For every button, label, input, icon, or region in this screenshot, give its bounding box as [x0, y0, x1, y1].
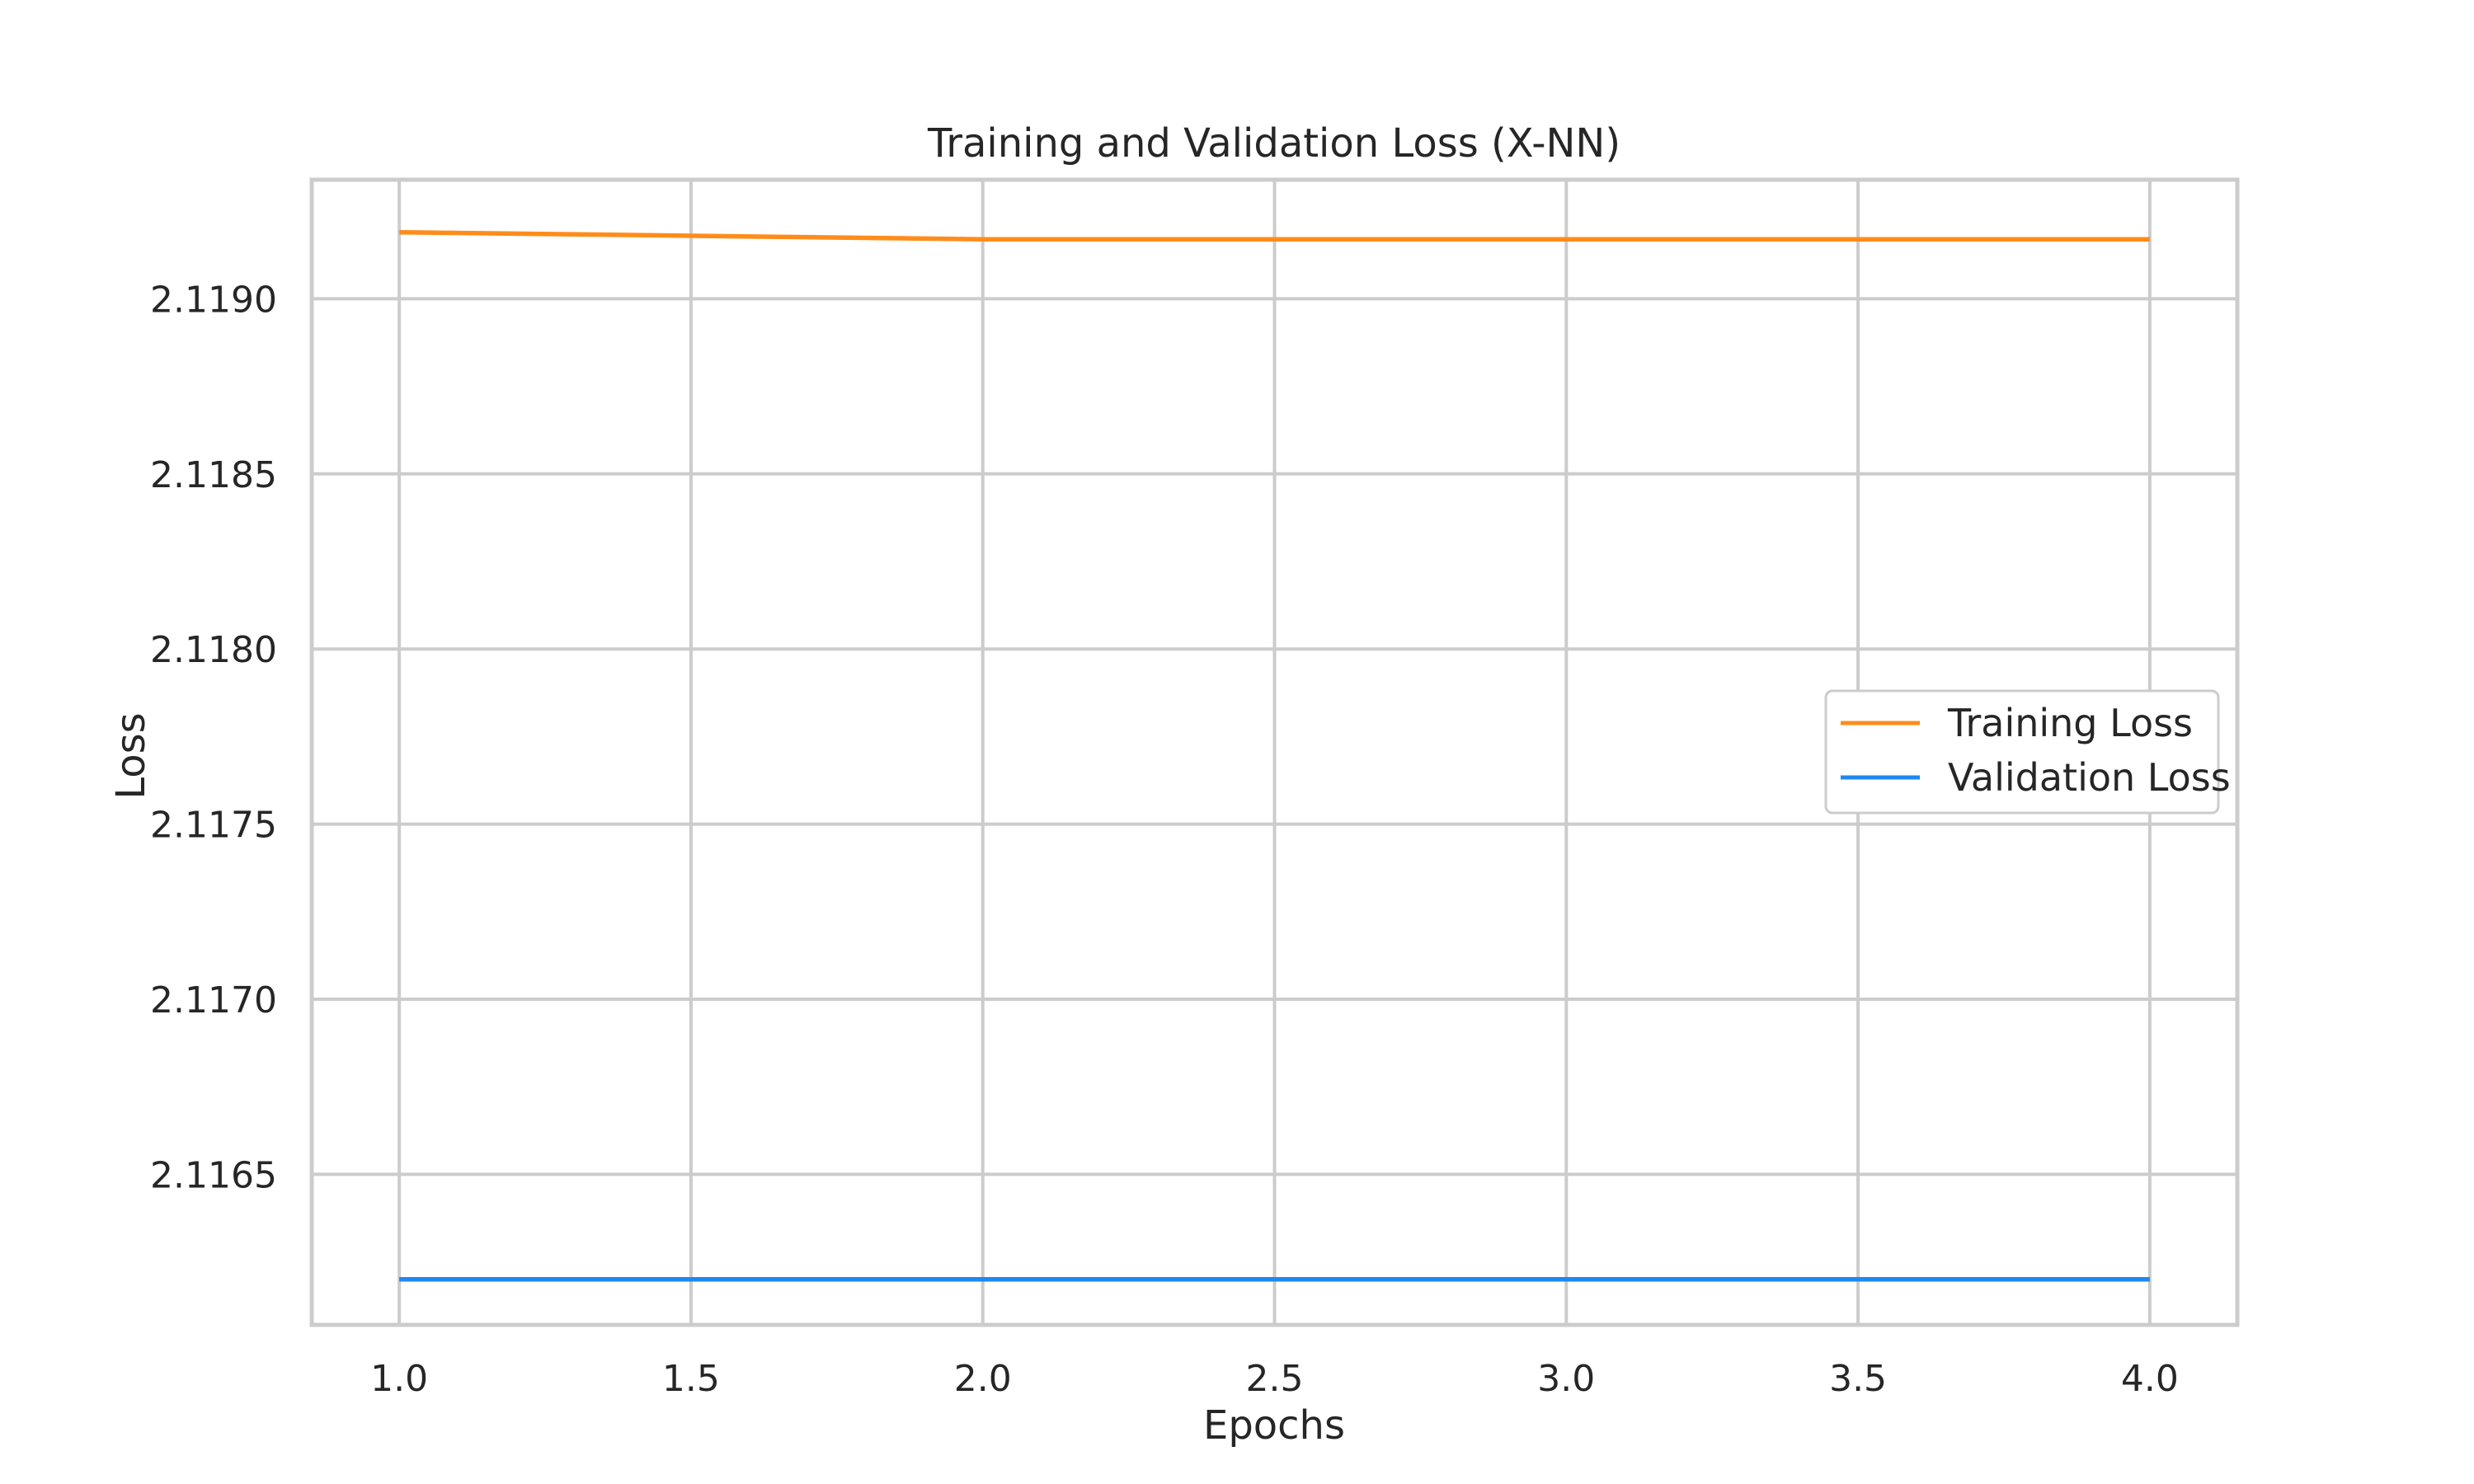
legend: Training Loss Validation Loss — [1824, 689, 2231, 815]
y-tick-label: 2.1165 — [150, 1154, 277, 1196]
x-tick-label: 2.5 — [1246, 1358, 1304, 1400]
y-tick-label: 2.1170 — [150, 979, 277, 1021]
x-tick-label: 3.0 — [1537, 1358, 1595, 1400]
x-tick-label: 3.5 — [1829, 1358, 1887, 1400]
y-tick-label: 2.1190 — [150, 279, 277, 321]
chart-title: Training and Validation Loss (X-NN) — [927, 120, 1620, 167]
plot-frame — [309, 177, 2240, 1327]
y-tick-label: 2.1185 — [150, 454, 277, 496]
legend-box — [1824, 689, 2220, 815]
x-axis-ticks: 1.0 1.5 2.0 2.5 3.0 3.5 4.0 — [370, 1358, 2179, 1400]
series-line-training-loss — [399, 229, 2150, 242]
y-axis-label: Loss — [108, 712, 154, 799]
x-tick-label: 2.0 — [954, 1358, 1012, 1400]
legend-label-training-loss: Training Loss — [1947, 701, 2193, 745]
y-tick-label: 2.1175 — [150, 805, 277, 847]
x-tick-label: 4.0 — [2121, 1358, 2179, 1400]
y-tick-label: 2.1180 — [150, 629, 277, 671]
x-tick-label: 1.0 — [370, 1358, 428, 1400]
series-lines — [399, 229, 2150, 1282]
x-axis-label: Epochs — [1203, 1402, 1345, 1449]
y-axis-ticks: 2.1165 2.1170 2.1175 2.1180 2.1185 2.1190 — [150, 279, 277, 1196]
grid — [312, 180, 2237, 1325]
x-tick-label: 1.5 — [662, 1358, 720, 1400]
legend-label-validation-loss: Validation Loss — [1948, 755, 2231, 800]
